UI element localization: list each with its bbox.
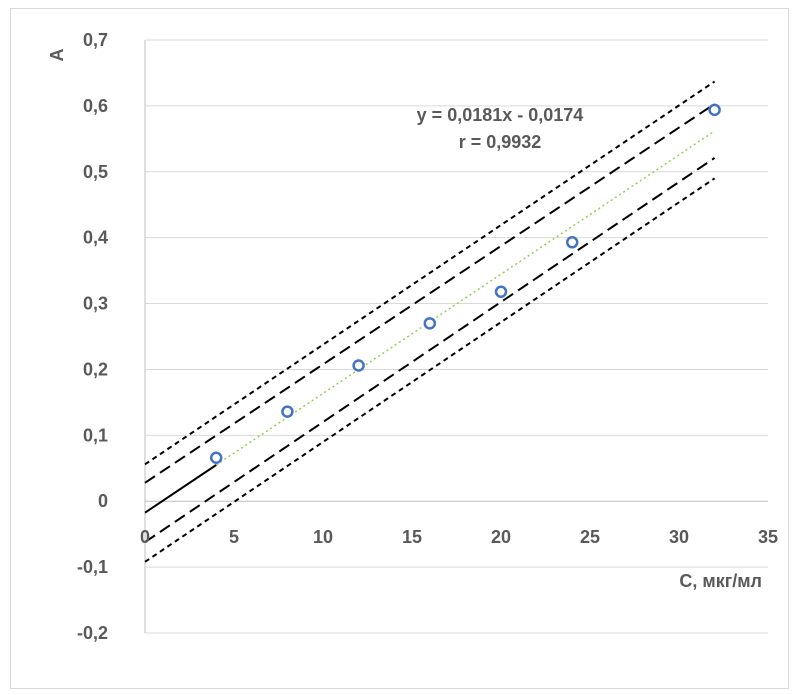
y-tick-label-4: 0,2 [83, 359, 108, 379]
grid-layer [145, 39, 768, 634]
y-tick-label-8: 0,6 [83, 96, 108, 116]
confidence-upper-line [144, 103, 716, 484]
data-point-6 [708, 103, 721, 117]
x-tick-label-2: 10 [313, 527, 333, 547]
x-tick-label-0: 0 [140, 527, 150, 547]
x-axis-title: C, мкг/мл [679, 571, 762, 591]
prediction-lower-line [144, 177, 716, 563]
data-point-4 [494, 285, 508, 298]
tick-layer: -0,2 -0,1 0 0,1 0,2 0,3 0,4 0,5 0,6 0,7 0 5 10 15 20 25… [77, 30, 778, 643]
y-axis-title: A [47, 49, 67, 62]
data-point-1 [281, 405, 294, 418]
r-label: r = 0,9932 [459, 132, 542, 152]
y-tick-label-2: 0 [98, 491, 108, 511]
x-tick-label-3: 15 [402, 527, 422, 547]
axis-layer [144, 40, 768, 633]
y-tick-label-1: -0,1 [77, 557, 108, 577]
x-tick-label-1: 5 [229, 527, 239, 547]
y-tick-label-9: 0,7 [83, 30, 108, 50]
equation-label: y = 0,0181x - 0,0174 [417, 105, 584, 125]
x-tick-label-4: 20 [491, 527, 511, 547]
y-tick-label-5: 0,3 [83, 294, 108, 314]
y-tick-label-3: 0,1 [83, 425, 108, 445]
confidence-lower-line [144, 157, 716, 543]
points-layer [209, 103, 721, 464]
x-tick-label-7: 35 [758, 527, 778, 547]
fit-extension-line [144, 464, 217, 514]
chart-border [10, 8, 789, 689]
y-tick-label-0: -0,2 [77, 623, 108, 643]
y-tick-label-6: 0,4 [83, 228, 108, 248]
data-point-5 [565, 236, 579, 249]
lines-layer [144, 80, 716, 563]
prediction-upper-line [144, 80, 716, 466]
data-point-2 [352, 359, 365, 372]
x-tick-label-5: 25 [580, 527, 600, 547]
y-tick-label-7: 0,5 [83, 162, 108, 182]
data-point-3 [423, 317, 437, 330]
data-point-0 [209, 451, 223, 464]
x-tick-label-6: 30 [669, 527, 689, 547]
